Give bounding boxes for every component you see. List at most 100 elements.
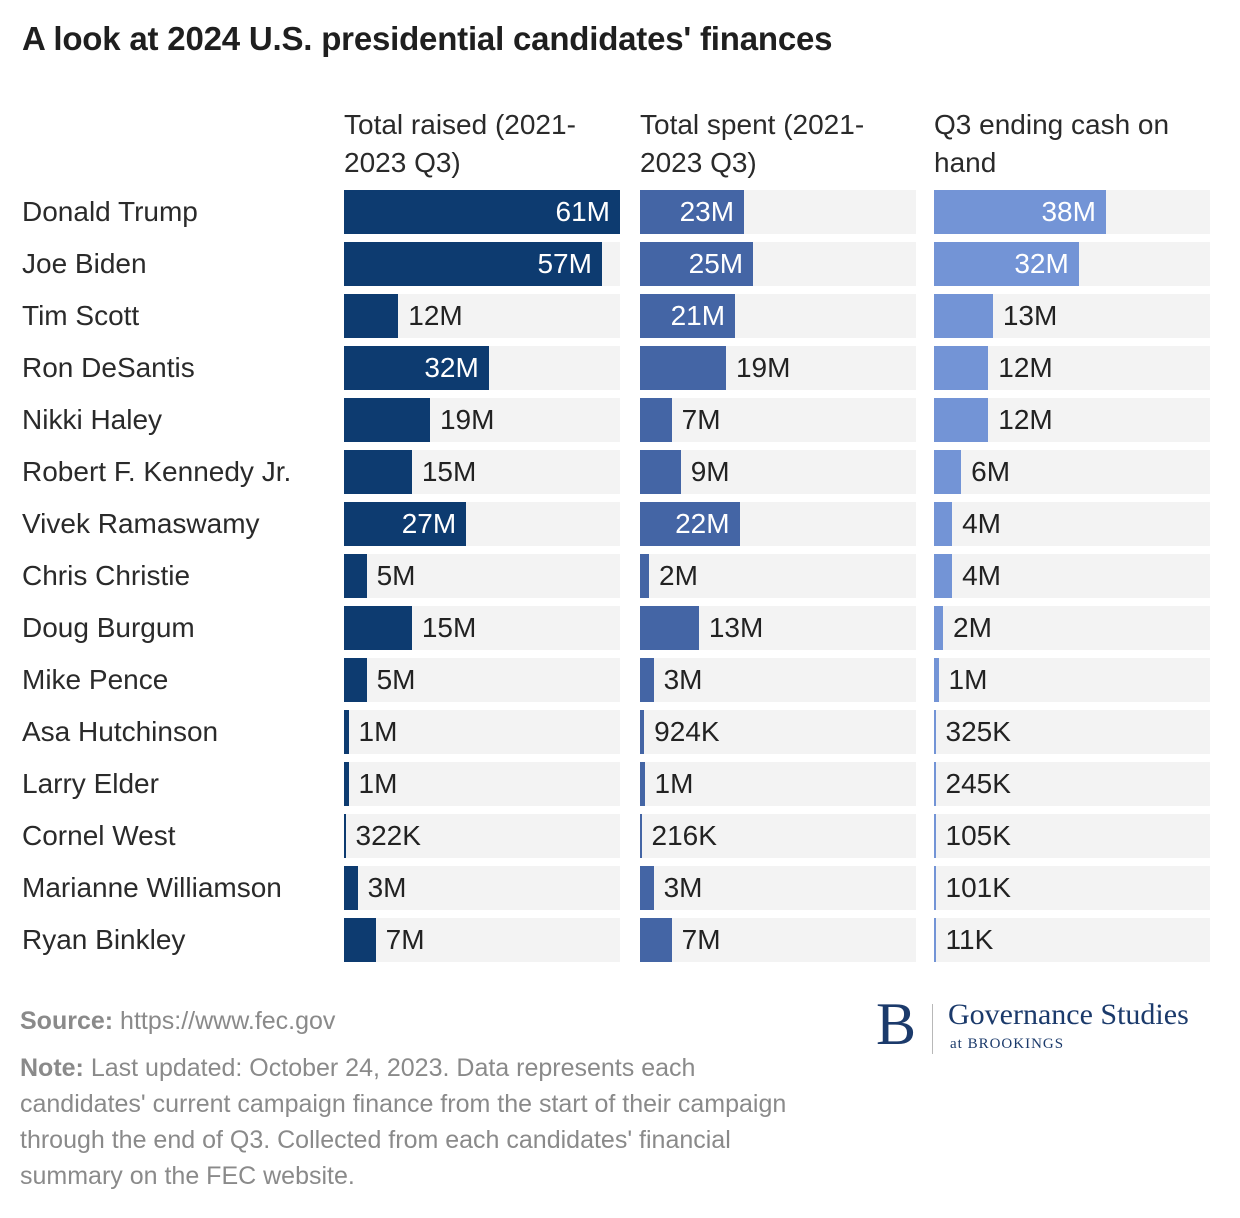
bar-track: 101K bbox=[934, 866, 1210, 910]
bar-vivek-ramaswamy-series-3 bbox=[934, 502, 953, 546]
candidate-label-tim-scott: Tim Scott bbox=[22, 300, 140, 331]
bar-marianne-williamson-series-2 bbox=[640, 866, 654, 910]
data-label: 6M bbox=[971, 456, 1011, 487]
bar-track: 5M bbox=[344, 658, 620, 702]
bar-track: 13M bbox=[640, 606, 916, 650]
bar-track: 32M bbox=[344, 346, 620, 390]
candidate-label-vivek-ramaswamy: Vivek Ramaswamy bbox=[22, 508, 260, 539]
data-label: 101K bbox=[945, 872, 1011, 903]
bar-robert-f-kennedy-jr-series-1 bbox=[344, 450, 412, 494]
candidate-label-robert-f-kennedy-jr: Robert F. Kennedy Jr. bbox=[22, 456, 292, 487]
bar-nikki-haley-series-1 bbox=[344, 398, 430, 442]
note-body: Last updated: October 24, 2023. Data rep… bbox=[20, 1054, 787, 1190]
bar-robert-f-kennedy-jr-series-2 bbox=[640, 450, 681, 494]
bar-track: 38M bbox=[934, 190, 1210, 234]
bar-asa-hutchinson-series-2 bbox=[640, 710, 645, 754]
logo-mark: B bbox=[876, 991, 917, 1057]
bar-asa-hutchinson-series-1 bbox=[344, 710, 349, 754]
data-label: 32M bbox=[424, 352, 479, 383]
data-label: 15M bbox=[421, 612, 477, 643]
bar-track: 3M bbox=[640, 658, 916, 702]
bar-cornel-west-series-1 bbox=[344, 814, 346, 858]
data-label: 12M bbox=[998, 352, 1053, 383]
candidate-label-chris-christie: Chris Christie bbox=[22, 560, 191, 591]
bar-track: 2M bbox=[934, 606, 1210, 650]
data-label: 1M bbox=[358, 768, 398, 799]
candidate-label-asa-hutchinson: Asa Hutchinson bbox=[22, 716, 219, 747]
data-label: 216K bbox=[651, 820, 717, 851]
bar-marianne-williamson-series-1 bbox=[344, 866, 358, 910]
note-label: Note: bbox=[20, 1054, 84, 1082]
candidate-label-marianne-williamson: Marianne Williamson bbox=[22, 872, 282, 903]
bar-track: 15M bbox=[344, 606, 620, 650]
logo-subtitle: at BROOKINGS bbox=[950, 1036, 1065, 1052]
bar-ryan-binkley-series-1 bbox=[344, 918, 376, 962]
bar-robert-f-kennedy-jr-series-3 bbox=[934, 450, 962, 494]
data-label: 19M bbox=[439, 404, 495, 435]
bar-track: 12M bbox=[934, 346, 1210, 390]
bar-track: 105K bbox=[934, 814, 1210, 858]
chart-title: A look at 2024 U.S. presidential candida… bbox=[22, 20, 833, 57]
bar-doug-burgum-series-2 bbox=[640, 606, 699, 650]
source-label: Source: bbox=[20, 1007, 114, 1035]
bar-track: 21M bbox=[640, 294, 916, 338]
data-label: 19M bbox=[735, 352, 791, 383]
bar-chris-christie-series-1 bbox=[344, 554, 367, 598]
bar-track: 1M bbox=[640, 762, 916, 806]
data-label: 32M bbox=[1014, 248, 1069, 279]
bar-ron-desantis-series-3 bbox=[934, 346, 989, 390]
bar-track: 27M bbox=[344, 502, 620, 546]
data-label: 12M bbox=[998, 404, 1053, 435]
data-label: 25M bbox=[688, 248, 744, 279]
data-label: 12M bbox=[408, 300, 463, 331]
bar-track: 12M bbox=[934, 398, 1210, 442]
bar-asa-hutchinson-series-3 bbox=[934, 710, 936, 754]
bar-track: 2M bbox=[640, 554, 916, 598]
candidate-label-mike-pence: Mike Pence bbox=[22, 664, 169, 695]
bar-track: 7M bbox=[344, 918, 620, 962]
data-label: 9M bbox=[690, 456, 730, 487]
bar-vivek-ramaswamy-series-1 bbox=[344, 502, 467, 546]
bar-track: 3M bbox=[344, 866, 620, 910]
data-label: 23M bbox=[679, 196, 735, 227]
bar-donald-trump-series-2 bbox=[640, 190, 745, 234]
column-header-3: Q3 ending cash on hand bbox=[934, 109, 1170, 178]
data-label: 38M bbox=[1041, 196, 1096, 227]
source-link[interactable]: https://www.fec.gov bbox=[120, 1007, 336, 1035]
bar-track: 3M bbox=[640, 866, 916, 910]
bar-track: 6M bbox=[934, 450, 1210, 494]
candidate-label-nikki-haley: Nikki Haley bbox=[22, 404, 163, 435]
bar-tim-scott-series-2 bbox=[640, 294, 736, 338]
data-label: 1M bbox=[948, 664, 988, 695]
bar-track: 61M bbox=[344, 190, 620, 234]
data-label: 325K bbox=[945, 716, 1011, 747]
data-label: 15M bbox=[421, 456, 477, 487]
data-label: 7M bbox=[681, 924, 721, 955]
data-label: 2M bbox=[659, 560, 698, 591]
bar-track: 32M bbox=[934, 242, 1210, 286]
bar-tim-scott-series-1 bbox=[344, 294, 399, 338]
data-label: 13M bbox=[708, 612, 764, 643]
data-label: 13M bbox=[1002, 300, 1058, 331]
bar-donald-trump-series-3 bbox=[934, 190, 1106, 234]
candidate-label-cornel-west: Cornel West bbox=[22, 820, 176, 851]
bar-ron-desantis-series-2 bbox=[640, 346, 726, 390]
bar-cornel-west-series-3 bbox=[934, 814, 936, 858]
bar-track: 216K bbox=[640, 814, 916, 858]
bar-track: 23M bbox=[640, 190, 916, 234]
bar-donald-trump-series-1 bbox=[344, 190, 620, 234]
bar-track: 57M bbox=[344, 242, 620, 286]
bar-doug-burgum-series-1 bbox=[344, 606, 412, 650]
bar-joe-biden-series-1 bbox=[344, 242, 602, 286]
bar-chris-christie-series-2 bbox=[640, 554, 650, 598]
bar-track: 1M bbox=[344, 762, 620, 806]
bar-larry-elder-series-3 bbox=[934, 762, 936, 806]
bar-track: 322K bbox=[344, 814, 620, 858]
data-label: 105K bbox=[945, 820, 1011, 851]
candidate-label-donald-trump: Donald Trump bbox=[22, 196, 198, 227]
logo-divider bbox=[932, 1004, 933, 1054]
bar-mike-pence-series-1 bbox=[344, 658, 367, 702]
candidate-label-larry-elder: Larry Elder bbox=[22, 768, 159, 799]
data-label: 3M bbox=[367, 872, 407, 903]
bar-nikki-haley-series-3 bbox=[934, 398, 989, 442]
